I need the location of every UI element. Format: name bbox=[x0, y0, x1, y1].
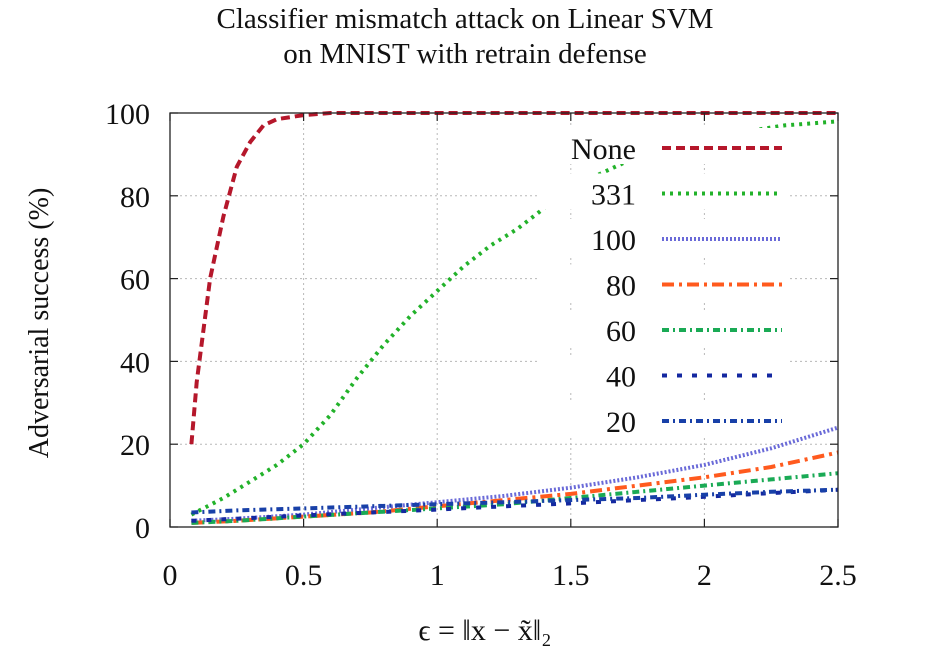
x-tick-label: 1.5 bbox=[552, 559, 590, 592]
legend-label-40: 40 bbox=[606, 361, 636, 394]
legend-label-20: 20 bbox=[606, 406, 636, 439]
chart-title-line-2: on MNIST with retrain defense bbox=[283, 38, 647, 70]
x-tick-label: 2.5 bbox=[819, 559, 857, 592]
x-tick-label: 1 bbox=[430, 559, 445, 592]
series-line-40 bbox=[191, 487, 839, 523]
legend-label-331: 331 bbox=[591, 179, 636, 212]
legend-label-None: None bbox=[571, 133, 636, 166]
legend-label-60: 60 bbox=[606, 315, 636, 348]
axes bbox=[169, 112, 839, 528]
legend: None 331 100 80 60 40 20 bbox=[540, 128, 790, 439]
x-tick-label: 0 bbox=[163, 559, 178, 592]
legend-label-80: 80 bbox=[606, 270, 636, 303]
y-tick-label: 60 bbox=[120, 264, 150, 297]
legend-bg bbox=[540, 219, 790, 255]
x-axis-ticks: 0 0.5 1 1.5 2 2.5 bbox=[163, 113, 857, 592]
y-axis-label: Adversarial success (%) bbox=[24, 188, 55, 459]
series-line-60 bbox=[191, 471, 839, 525]
y-axis-ticks: 0 20 40 60 80 100 bbox=[105, 98, 838, 545]
x-tick-label: 2 bbox=[697, 559, 712, 592]
series-line-20 bbox=[191, 487, 839, 515]
y-tick-label: 20 bbox=[120, 429, 150, 462]
y-tick-label: 0 bbox=[135, 512, 150, 545]
chart-title-line-1: Classifier mismatch attack on Linear SVM bbox=[216, 3, 714, 35]
series-line-100 bbox=[191, 425, 839, 523]
x-tick-label: 0.5 bbox=[285, 559, 323, 592]
y-tick-label: 80 bbox=[120, 181, 150, 214]
plot-frame bbox=[169, 112, 839, 528]
series-line-80 bbox=[191, 450, 839, 525]
chart-title: Classifier mismatch attack on Linear SVM… bbox=[0, 0, 930, 72]
y-tick-label: 40 bbox=[120, 346, 150, 379]
y-tick-label: 100 bbox=[105, 98, 150, 131]
x-axis-label: ϵ = ‖x − x̃‖₂ bbox=[418, 614, 552, 647]
legend-label-100: 100 bbox=[591, 224, 636, 257]
